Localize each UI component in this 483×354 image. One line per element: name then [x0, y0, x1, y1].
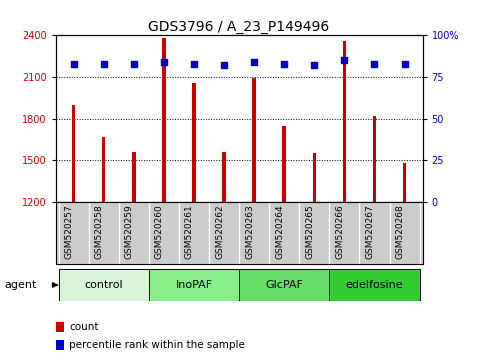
Point	[190, 61, 198, 67]
Point	[100, 61, 108, 67]
Bar	[102, 137, 105, 202]
Bar	[342, 41, 346, 202]
Bar	[72, 105, 75, 202]
Text: GSM520266: GSM520266	[335, 204, 344, 259]
Bar	[283, 126, 286, 202]
Point	[70, 61, 77, 67]
Point	[250, 59, 258, 65]
Point	[370, 61, 378, 67]
Text: GSM520263: GSM520263	[245, 204, 254, 259]
Bar	[403, 163, 406, 202]
Text: GlcPAF: GlcPAF	[265, 280, 303, 290]
Text: InoPAF: InoPAF	[175, 280, 213, 290]
Point	[280, 61, 288, 67]
Text: percentile rank within the sample: percentile rank within the sample	[69, 340, 245, 350]
Bar	[222, 152, 226, 202]
Bar	[329, 269, 420, 301]
Point	[311, 63, 318, 68]
Bar	[132, 152, 136, 202]
Text: GSM520267: GSM520267	[366, 204, 374, 259]
Point	[160, 59, 168, 65]
Point	[341, 57, 348, 63]
Text: edelfosine: edelfosine	[346, 280, 403, 290]
Text: GSM520261: GSM520261	[185, 204, 194, 259]
Text: GSM520260: GSM520260	[155, 204, 164, 259]
Text: agent: agent	[5, 280, 37, 290]
Text: GSM520257: GSM520257	[65, 204, 73, 259]
Bar	[58, 269, 149, 301]
Point	[220, 63, 228, 68]
Point	[401, 61, 409, 67]
Bar	[162, 38, 166, 202]
Text: GSM520268: GSM520268	[396, 204, 405, 259]
Text: GSM520264: GSM520264	[275, 204, 284, 259]
Text: GSM520262: GSM520262	[215, 204, 224, 259]
Bar	[192, 82, 196, 202]
Point	[130, 61, 138, 67]
Text: count: count	[69, 322, 99, 332]
Text: GSM520258: GSM520258	[95, 204, 104, 259]
Title: GDS3796 / A_23_P149496: GDS3796 / A_23_P149496	[148, 21, 330, 34]
Bar	[149, 269, 239, 301]
Bar	[239, 269, 329, 301]
Text: GSM520259: GSM520259	[125, 204, 134, 259]
Text: control: control	[85, 280, 123, 290]
Text: GSM520265: GSM520265	[305, 204, 314, 259]
Bar	[373, 116, 376, 202]
Bar	[313, 153, 316, 202]
Bar	[252, 78, 256, 202]
